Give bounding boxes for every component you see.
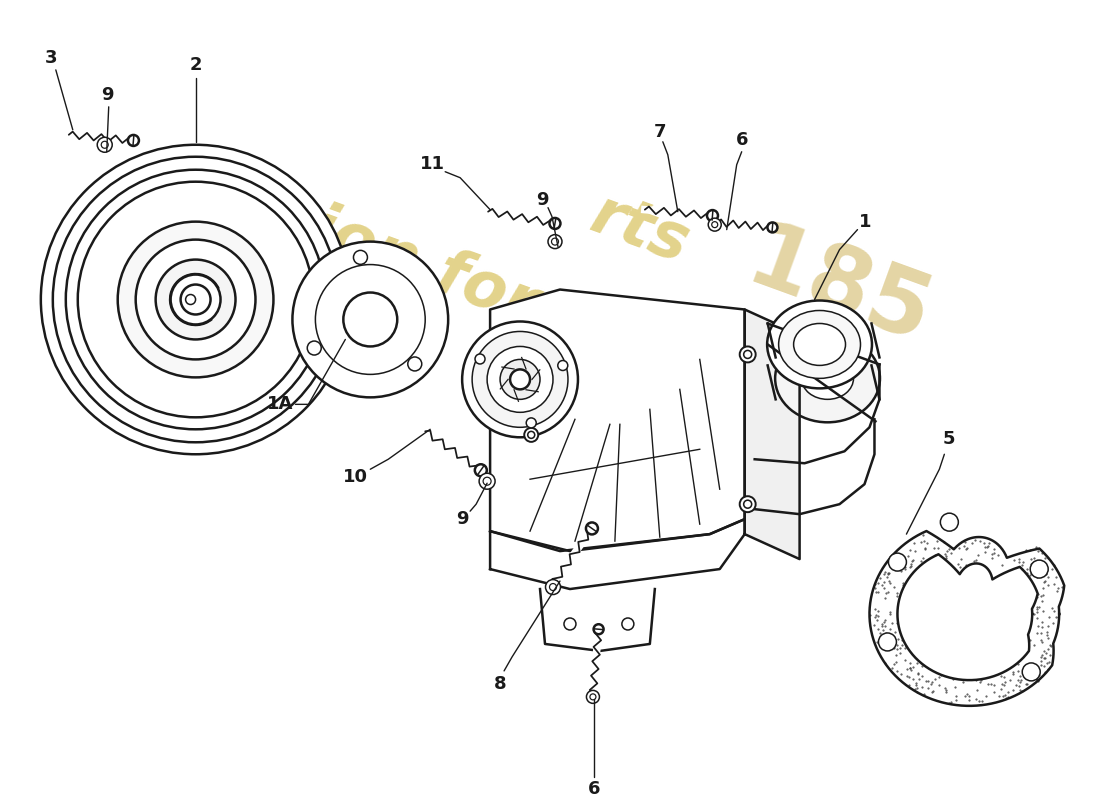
Text: 1: 1: [859, 213, 871, 230]
Circle shape: [768, 222, 778, 233]
Circle shape: [551, 238, 559, 245]
Circle shape: [739, 496, 756, 512]
Circle shape: [879, 633, 896, 651]
Circle shape: [712, 222, 717, 228]
Ellipse shape: [802, 358, 854, 399]
Circle shape: [353, 250, 367, 264]
Text: 7: 7: [653, 122, 667, 141]
Text: 6: 6: [587, 780, 601, 798]
Circle shape: [525, 428, 538, 442]
Circle shape: [510, 370, 530, 390]
Circle shape: [739, 346, 756, 362]
Text: 9: 9: [455, 510, 469, 528]
Text: rts: rts: [582, 183, 697, 276]
Circle shape: [528, 431, 535, 438]
Text: ission for pa: ission for pa: [210, 164, 650, 375]
Circle shape: [621, 618, 634, 630]
Circle shape: [343, 293, 397, 346]
Circle shape: [548, 234, 562, 249]
Circle shape: [66, 170, 326, 430]
Circle shape: [118, 222, 274, 378]
Text: 10: 10: [343, 468, 367, 486]
Circle shape: [526, 418, 536, 428]
Circle shape: [128, 135, 139, 146]
Circle shape: [316, 265, 426, 374]
Circle shape: [475, 354, 485, 364]
Circle shape: [586, 522, 598, 534]
Circle shape: [550, 218, 560, 229]
Circle shape: [53, 157, 339, 442]
Circle shape: [487, 346, 553, 412]
Circle shape: [1031, 560, 1048, 578]
Circle shape: [97, 138, 112, 152]
Circle shape: [590, 694, 596, 700]
Circle shape: [462, 322, 578, 438]
Circle shape: [483, 478, 491, 486]
Circle shape: [1022, 663, 1041, 681]
Circle shape: [170, 274, 220, 325]
Ellipse shape: [776, 334, 880, 422]
Circle shape: [546, 579, 561, 594]
Circle shape: [708, 218, 722, 231]
Circle shape: [500, 359, 540, 399]
Text: 5: 5: [943, 430, 956, 448]
Text: 2: 2: [189, 56, 201, 74]
Text: 6: 6: [736, 130, 748, 149]
Circle shape: [564, 618, 576, 630]
Circle shape: [889, 553, 906, 571]
Circle shape: [307, 341, 321, 355]
Text: 1A: 1A: [267, 395, 294, 414]
Circle shape: [586, 690, 600, 703]
Circle shape: [707, 210, 718, 221]
Circle shape: [408, 357, 421, 371]
Circle shape: [475, 464, 487, 476]
Text: 185: 185: [736, 216, 943, 363]
Circle shape: [135, 240, 255, 359]
Circle shape: [480, 474, 495, 490]
Circle shape: [744, 500, 751, 508]
Circle shape: [78, 182, 314, 418]
Ellipse shape: [767, 301, 872, 388]
Ellipse shape: [793, 323, 846, 366]
Polygon shape: [745, 310, 800, 559]
Circle shape: [744, 350, 751, 358]
Polygon shape: [540, 589, 654, 651]
Circle shape: [558, 361, 568, 370]
Circle shape: [101, 142, 108, 148]
Circle shape: [594, 624, 604, 634]
Circle shape: [550, 583, 557, 590]
Circle shape: [155, 259, 235, 339]
Polygon shape: [491, 290, 745, 551]
Circle shape: [472, 331, 568, 427]
Polygon shape: [491, 519, 745, 589]
Text: 3: 3: [45, 49, 57, 67]
Circle shape: [293, 242, 448, 398]
Circle shape: [186, 294, 196, 305]
Circle shape: [41, 145, 350, 454]
Circle shape: [180, 285, 210, 314]
Text: 9: 9: [536, 190, 548, 209]
Text: 9: 9: [101, 86, 114, 104]
Text: 11: 11: [420, 154, 444, 173]
Ellipse shape: [779, 310, 860, 378]
Text: 8: 8: [494, 675, 506, 693]
Circle shape: [940, 513, 958, 531]
